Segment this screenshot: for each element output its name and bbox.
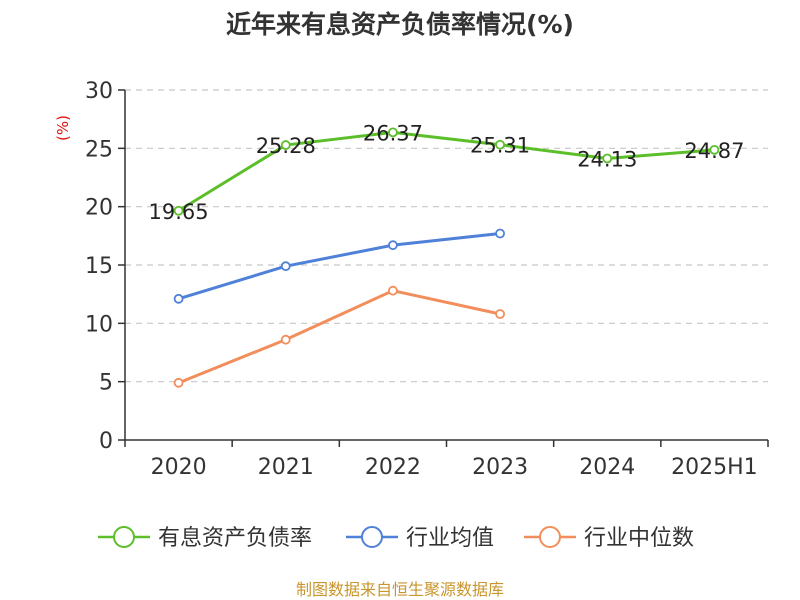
series-line — [178, 232, 501, 301]
y-tick-label: 10 — [85, 312, 113, 337]
data-point — [495, 309, 505, 319]
data-label: 19.65 — [149, 200, 209, 224]
y-tick-label: 15 — [85, 254, 113, 279]
legend-marker-icon — [361, 526, 383, 548]
data-point — [495, 228, 505, 239]
x-tick-label: 2020 — [151, 455, 207, 480]
y-tick-label: 25 — [85, 137, 113, 162]
series-group — [173, 127, 720, 388]
data-point — [602, 153, 613, 164]
series-line — [178, 289, 501, 385]
data-point — [280, 140, 291, 150]
legend-label: 有息资产负债率 — [158, 526, 312, 551]
x-tick-label: 2025H1 — [671, 455, 758, 480]
data-point — [388, 240, 398, 251]
legend-label: 行业中位数 — [584, 526, 694, 551]
data-label: 24.87 — [684, 139, 744, 163]
source-note: 制图数据来自恒生聚源数据库 — [296, 580, 504, 599]
data-point — [173, 205, 184, 216]
x-tick-label: 2024 — [579, 455, 635, 480]
y-tick-label: 0 — [99, 429, 113, 454]
legend: 有息资产负债率 行业均值 行业中位数 — [98, 526, 694, 551]
data-label: 24.13 — [577, 147, 637, 171]
x-tick-label: 2023 — [472, 455, 528, 480]
data-label: 25.31 — [470, 134, 530, 158]
series-line — [177, 130, 715, 213]
data-point — [388, 285, 398, 296]
x-tick-label: 2021 — [258, 455, 314, 480]
axes: 0 5 10 15 20 25 30 2020 2021 2022 2023 2024 2025H1 — [85, 79, 769, 480]
legend-label: 行业均值 — [406, 526, 494, 551]
data-point — [280, 334, 291, 345]
data-point — [173, 377, 184, 388]
data-point — [280, 261, 291, 272]
y-axis-unit: (%) — [54, 115, 72, 141]
data-labels: 19.65 25.28 26.37 25.31 24.13 24.87 — [149, 121, 745, 223]
chart-title: 近年来有息资产负债率情况(%) — [226, 10, 574, 39]
x-tick-label: 2022 — [365, 455, 421, 480]
data-label: 25.28 — [256, 134, 316, 158]
data-point — [495, 139, 505, 150]
legend-marker-icon — [539, 526, 561, 548]
data-point — [173, 293, 184, 304]
data-label: 26.37 — [363, 121, 423, 145]
y-tick-label: 5 — [99, 371, 113, 396]
y-tick-label: 30 — [85, 79, 113, 104]
data-point — [709, 144, 720, 155]
data-point — [388, 127, 398, 138]
legend-marker-icon — [113, 526, 135, 548]
y-tick-label: 20 — [85, 196, 113, 221]
grid-lines — [125, 89, 768, 383]
